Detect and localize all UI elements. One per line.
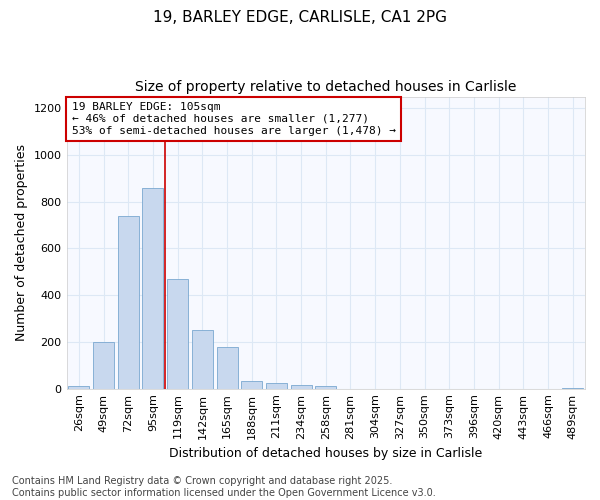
Bar — [142, 188, 163, 388]
Y-axis label: Number of detached properties: Number of detached properties — [15, 144, 28, 341]
Bar — [68, 386, 89, 388]
Bar — [192, 330, 213, 388]
Title: Size of property relative to detached houses in Carlisle: Size of property relative to detached ho… — [135, 80, 517, 94]
Text: 19 BARLEY EDGE: 105sqm
← 46% of detached houses are smaller (1,277)
53% of semi-: 19 BARLEY EDGE: 105sqm ← 46% of detached… — [72, 102, 396, 136]
Bar — [290, 385, 311, 388]
Bar — [217, 346, 238, 389]
Bar — [315, 386, 336, 388]
X-axis label: Distribution of detached houses by size in Carlisle: Distribution of detached houses by size … — [169, 447, 482, 460]
Bar — [167, 279, 188, 388]
Text: 19, BARLEY EDGE, CARLISLE, CA1 2PG: 19, BARLEY EDGE, CARLISLE, CA1 2PG — [153, 10, 447, 25]
Bar — [93, 342, 114, 388]
Bar — [266, 383, 287, 388]
Bar — [118, 216, 139, 388]
Text: Contains HM Land Registry data © Crown copyright and database right 2025.
Contai: Contains HM Land Registry data © Crown c… — [12, 476, 436, 498]
Bar — [241, 380, 262, 388]
